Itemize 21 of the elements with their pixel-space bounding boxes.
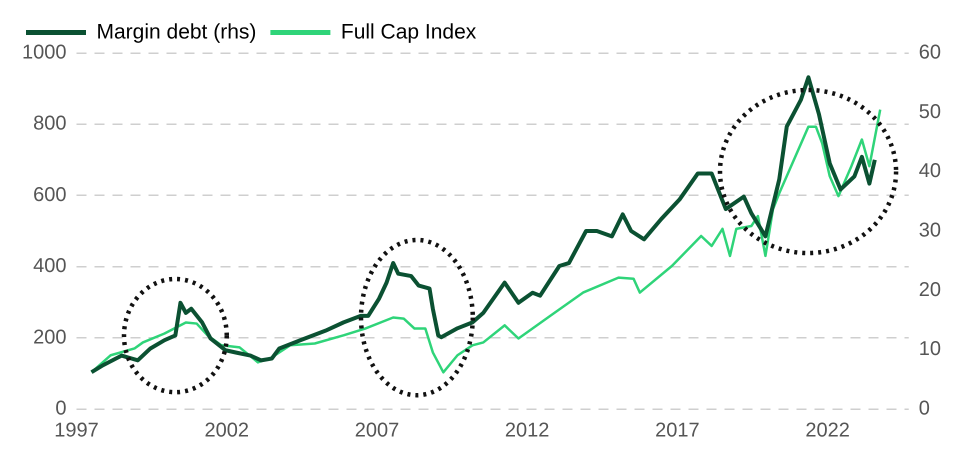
y2-tick-label: 20 — [918, 278, 942, 301]
y2-tick-label: 60 — [918, 42, 942, 64]
y-tick-label: 0 — [55, 398, 66, 420]
x-tick-label: 2007 — [354, 420, 400, 442]
y2-tick-label: 30 — [918, 220, 942, 242]
legend-label: Full Cap Index — [340, 20, 477, 44]
y-tick-label: 600 — [33, 184, 66, 206]
y-tick-label: 800 — [33, 112, 66, 135]
x-tick-label: 1997 — [54, 420, 99, 442]
y2-tick-label: 10 — [918, 338, 942, 360]
y-tick-label: 200 — [33, 326, 66, 348]
y-tick-label: 400 — [33, 255, 66, 278]
legend-label: Margin debt (rhs) — [96, 20, 256, 44]
y2-tick-label: 0 — [918, 398, 930, 420]
x-tick-label: 2012 — [504, 420, 550, 442]
x-tick-label: 2022 — [805, 420, 850, 442]
y2-tick-label: 50 — [918, 100, 942, 123]
x-tick-label: 2017 — [655, 420, 700, 442]
y2-tick-label: 40 — [918, 160, 942, 182]
x-tick-label: 2002 — [204, 420, 249, 442]
y-tick-label: 1000 — [22, 42, 66, 64]
